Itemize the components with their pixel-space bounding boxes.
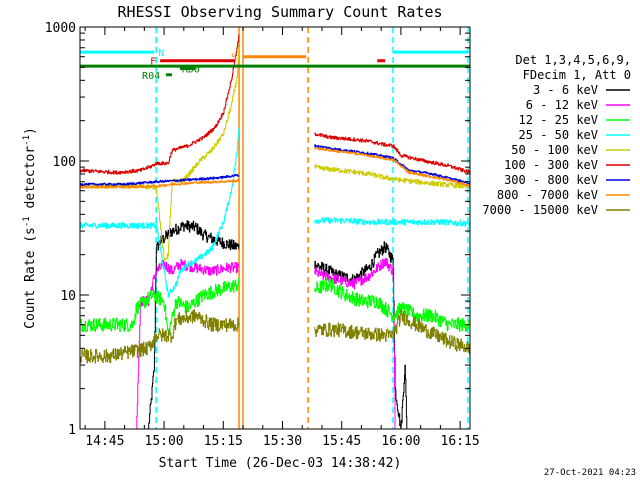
x-tick-label: 15:15	[204, 434, 243, 449]
legend-label: 50 - 100 keV	[511, 143, 598, 157]
series-7000-15000-kev	[80, 309, 471, 364]
flag-label: N	[158, 48, 164, 59]
legend-label: 7000 - 15000 keV	[482, 203, 598, 217]
y-axis-label: Count Rate (s-1 detector-1)	[22, 127, 38, 329]
series-12-25-kev	[80, 278, 471, 336]
series-25-50-kev	[80, 128, 471, 298]
legend-header: FDecim 1, Att 0	[523, 68, 631, 82]
y-tick-label: 1000	[45, 21, 76, 36]
legend-label: 3 - 6 keV	[533, 83, 598, 97]
flag-label: F	[150, 57, 156, 68]
y-tick-label: 1	[68, 423, 76, 438]
series-300-800-kev	[80, 144, 471, 186]
y-axis-label-sup2: -1	[22, 135, 32, 146]
y-tick-label: 10	[60, 289, 76, 304]
x-tick-label: 15:30	[263, 434, 302, 449]
flag-label: R04	[142, 71, 160, 82]
legend-label: 100 - 300 keV	[504, 158, 598, 172]
y-axis-label-sup1: -1	[22, 216, 32, 227]
x-tick-label: 16:15	[441, 434, 480, 449]
legend-label: 800 - 7000 keV	[497, 188, 598, 202]
x-tick-label: 16:00	[381, 434, 420, 449]
y-tick-label: 100	[53, 155, 76, 170]
x-axis-label: Start Time (26-Dec-03 14:38:42)	[159, 456, 402, 471]
legend-header: Det 1,3,4,5,6,9,	[515, 53, 631, 67]
y-axis-label-end: )	[23, 127, 38, 135]
legend-label: 12 - 25 keV	[519, 113, 598, 127]
y-axis-label-main: Count Rate (s	[23, 227, 38, 329]
x-tick-label: 15:45	[322, 434, 361, 449]
legend-label: 300 - 800 keV	[504, 173, 598, 187]
legend: Det 1,3,4,5,6,9,FDecim 1, Att 03 - 6 keV…	[482, 53, 631, 217]
plot-area: N S F RD0 R04	[80, 27, 471, 430]
x-tick-label: 14:45	[85, 434, 124, 449]
y-axis-label-mid: detector	[23, 146, 38, 217]
series-100-300-kev	[80, 34, 471, 175]
flag-label: RD0	[182, 65, 200, 76]
legend-label: 25 - 50 keV	[519, 128, 598, 142]
flag-label: S	[231, 53, 237, 64]
x-tick-label: 15:00	[145, 434, 184, 449]
chart-title: RHESSI Observing Summary Count Rates	[117, 3, 442, 21]
legend-label: 6 - 12 keV	[526, 98, 598, 112]
axes: 14:45 15:00 15:15 15:30 15:45 16:00 16:15 1 10 10…	[45, 21, 480, 449]
plot-frame	[79, 26, 471, 430]
series-6-12-kev	[80, 257, 470, 430]
timestamp: 27-Oct-2021 04:23	[544, 468, 636, 478]
series-800-7000-kev	[80, 146, 471, 189]
